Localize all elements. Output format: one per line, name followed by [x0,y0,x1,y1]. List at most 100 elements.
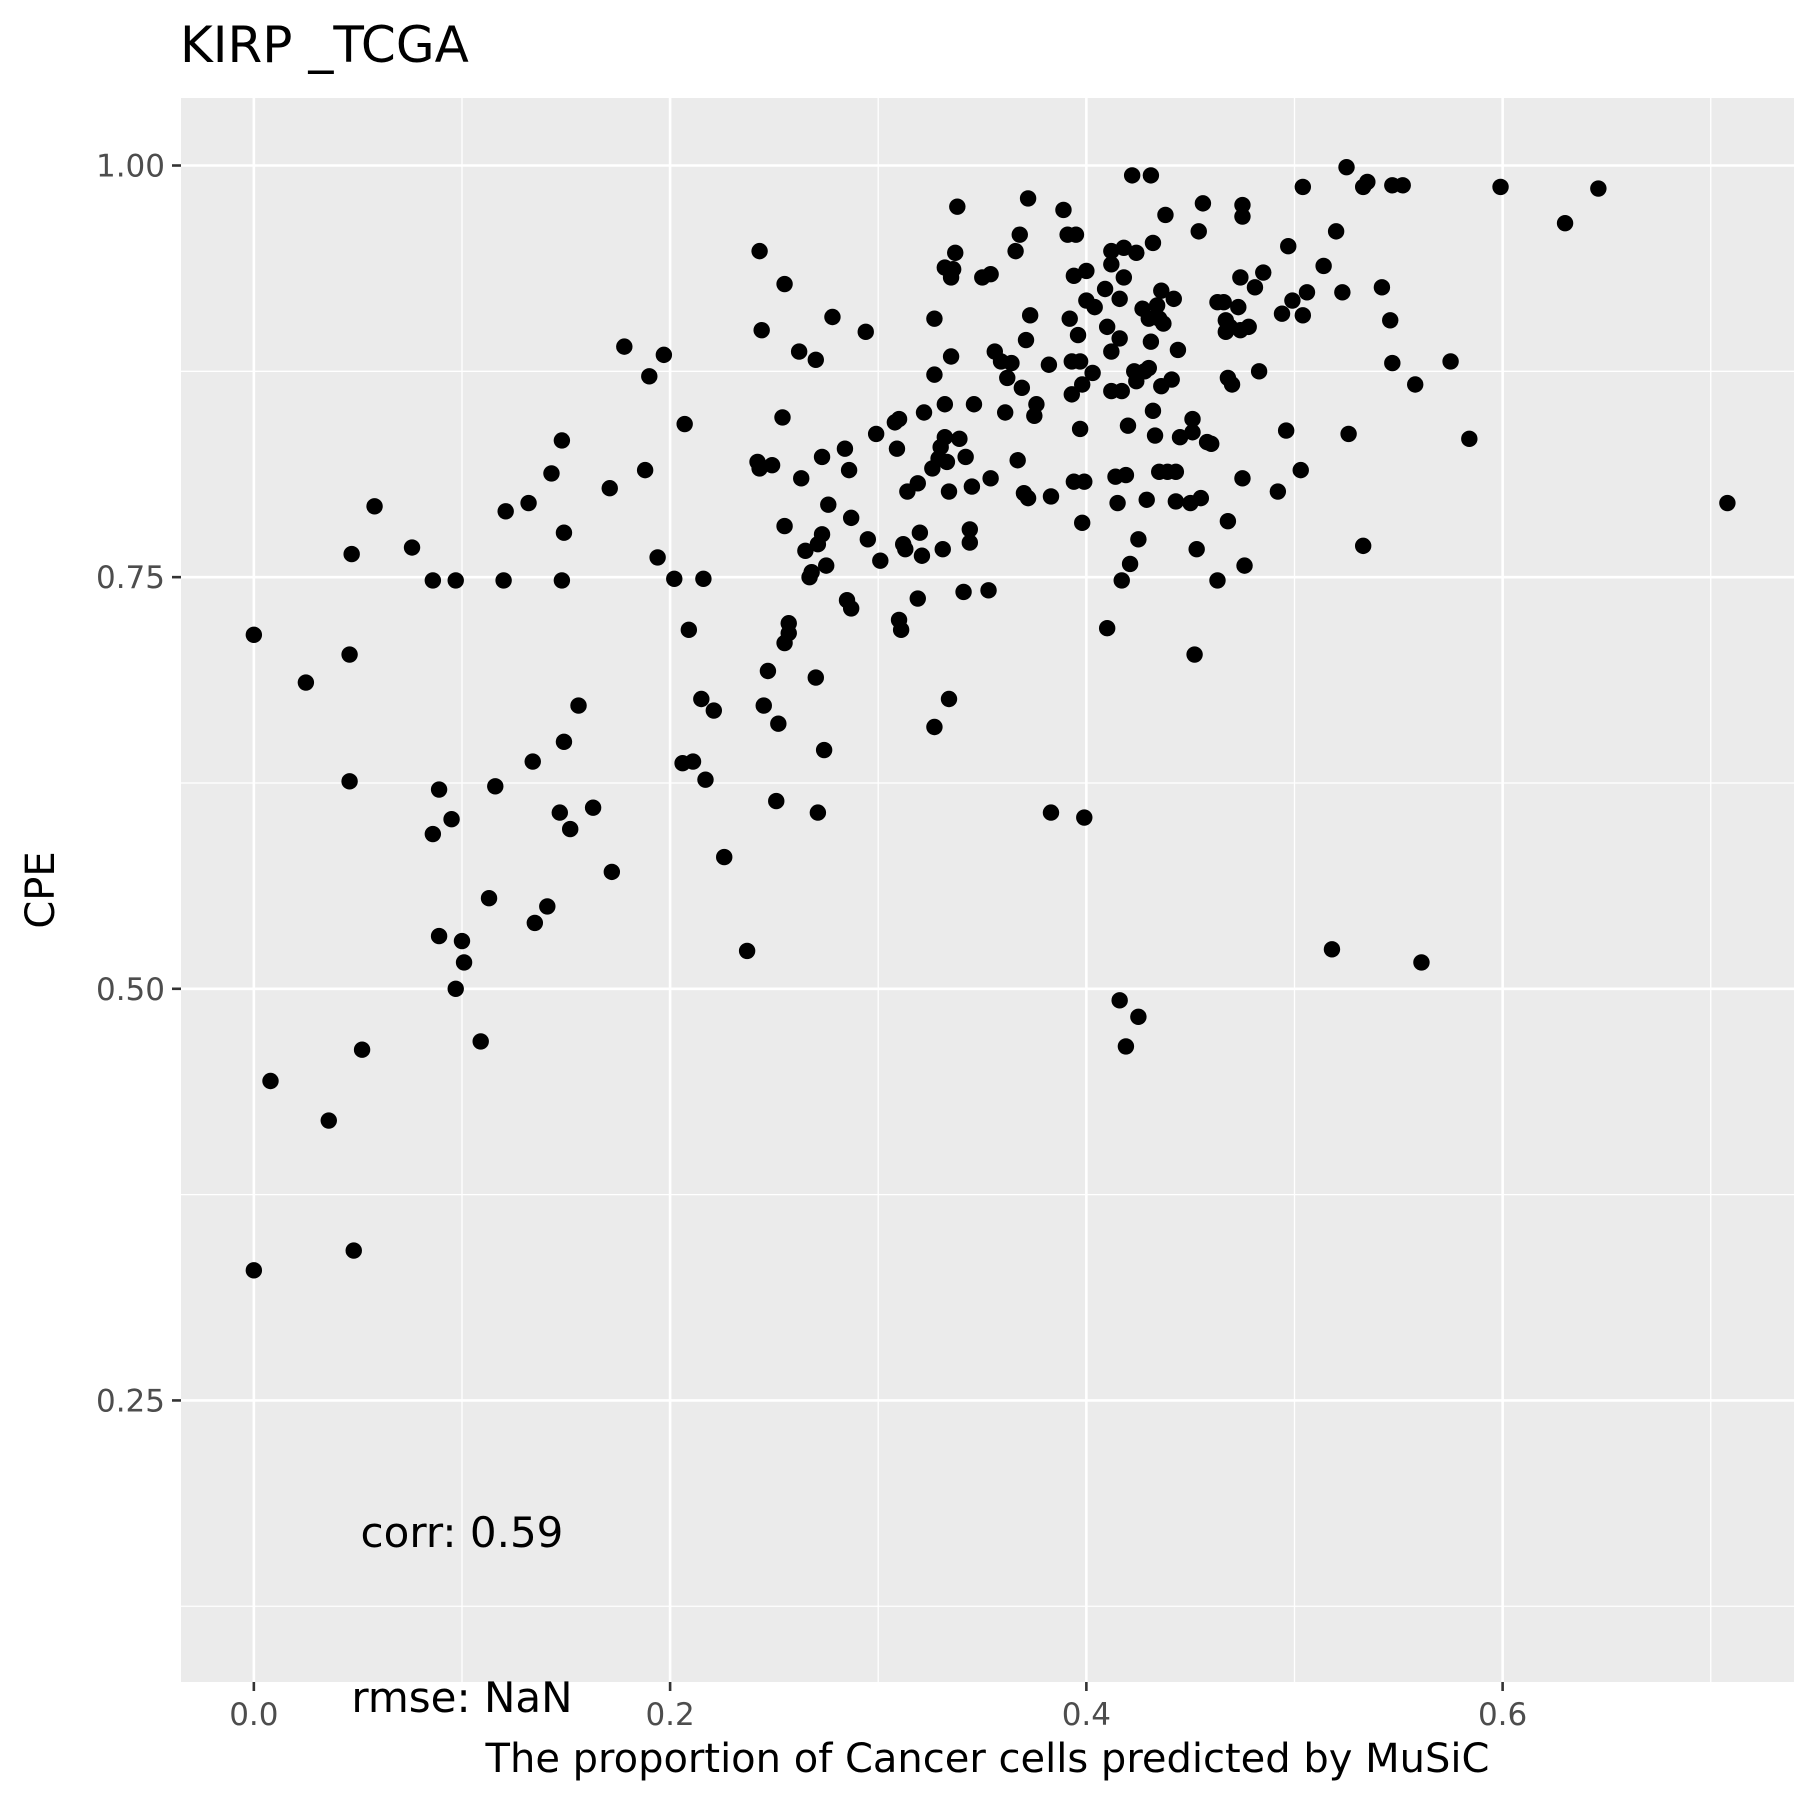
data-point [245,1262,263,1279]
data-point [1155,315,1172,332]
x-axis: 0.0 0.2 0.4 0.6 [229,1682,1527,1733]
data-point [539,898,556,915]
data-point [1055,201,1072,219]
data-point [1719,494,1736,512]
x-tick-label: 0.2 [645,1697,694,1733]
data-point [909,475,926,492]
data-point [1084,364,1101,382]
data-point [641,368,658,385]
data-point [1021,307,1039,324]
data-point [867,425,885,443]
data-point [1111,992,1128,1009]
data-point [1209,572,1226,589]
data-points [245,158,1736,1279]
data-point [1169,341,1187,359]
data-point [1144,402,1162,420]
data-point [936,396,954,413]
data-point [1117,466,1135,484]
data-point [297,674,315,691]
data-point [776,275,793,293]
data-point [1078,262,1095,280]
data-point [793,470,810,487]
data-point [890,410,908,428]
data-point [859,531,877,548]
data-point [1394,177,1411,194]
data-point [543,465,560,482]
data-point [1384,354,1401,372]
data-point [1163,371,1180,388]
annotations: corr: 0.59 rmse: NaN [351,1508,572,1722]
data-point [366,498,383,515]
data-point [1277,422,1295,439]
data-point [1234,196,1251,214]
data-point [555,733,573,751]
data-point [926,366,943,383]
chart-title: KIRP _TCGA [180,16,469,74]
data-point [1009,452,1026,469]
data-point [1340,425,1357,443]
data-point [790,343,808,360]
data-point [1121,555,1139,573]
data-point [1128,244,1145,261]
data-point [1073,514,1091,532]
data-point [1061,310,1078,327]
data-point [1103,256,1120,273]
data-point [1119,417,1137,434]
data-point [763,456,781,474]
data-point [1215,293,1232,311]
data-point [353,1041,371,1058]
data-point [1334,284,1351,301]
data-point [562,820,579,838]
data-point [1556,214,1574,232]
data-point [1144,234,1162,252]
data-point [942,348,960,365]
data-point [938,453,956,471]
minor-gridlines [181,98,1794,1682]
data-point [526,914,544,932]
data-point [1407,376,1424,393]
data-point [1019,489,1037,507]
data-point [1223,376,1241,393]
data-point [487,778,504,795]
data-point [1188,540,1205,558]
data-point [1103,343,1120,360]
annotation-label: rmse: NaN [351,1673,572,1722]
data-point [1280,237,1297,255]
data-point [1171,428,1189,446]
data-point [584,799,602,816]
data-point [1098,318,1116,336]
data-point [751,242,768,260]
data-point [857,323,874,341]
data-point [551,804,568,821]
data-point [524,753,541,770]
data-point [1186,646,1203,663]
data-point [1373,279,1391,296]
data-point [776,517,793,535]
data-point [1138,491,1155,508]
data-point [770,715,787,732]
data-point [693,690,710,708]
data-point [1232,269,1249,286]
data-point [963,478,981,495]
data-point [1076,473,1093,490]
data-point [1013,379,1031,396]
data-point [840,461,858,479]
data-point [455,954,473,971]
data-point [934,540,951,558]
x-tick-label: 0.6 [1478,1697,1527,1733]
data-point [716,848,733,866]
data-point [1142,333,1160,350]
data-point [695,570,712,587]
data-point [807,669,824,686]
data-point [1269,483,1287,500]
data-point [480,890,498,907]
x-axis-title: The proportion of Cancer cells predicted… [485,1736,1490,1782]
data-point [888,440,906,457]
data-point [1073,376,1091,393]
data-point [1140,359,1158,377]
data-point [1184,424,1201,441]
data-point [1250,363,1268,380]
data-point [1246,279,1264,296]
data-point [655,346,673,364]
